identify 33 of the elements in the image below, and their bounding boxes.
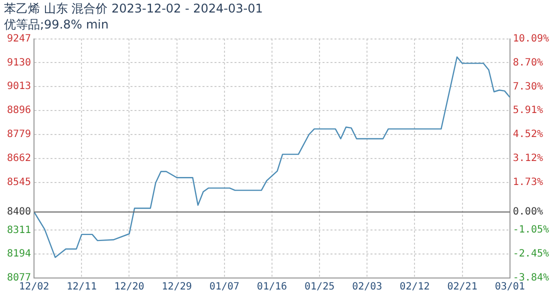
y-tick-label: 8896: [6, 105, 32, 116]
y2-tick-label: 3.12%: [512, 153, 543, 164]
x-tick-label: 02/03: [352, 282, 382, 293]
y2-tick-label: 8.70%: [512, 57, 543, 68]
y2-tick-label: 1.73%: [512, 176, 543, 188]
y2-tick-label: 4.52%: [512, 129, 543, 140]
x-tick-label: 01/25: [304, 282, 335, 293]
y-tick-label: 8545: [6, 176, 32, 188]
y-tick-label: 8779: [6, 129, 32, 140]
y2-tick-label: 5.91%: [512, 105, 543, 116]
x-tick-label: 12/29: [162, 282, 192, 293]
chart-subtitle: 优等品;99.8% min: [4, 18, 109, 32]
x-tick-label: 03/01: [494, 282, 525, 293]
y2-tick-label: -2.45%: [512, 248, 549, 260]
y-tick-label: 8662: [6, 152, 32, 164]
x-tick-label: 02/12: [400, 282, 430, 293]
y2-tick-label: 0.00%: [512, 206, 543, 218]
y2-tick-label: 7.30%: [512, 81, 543, 92]
x-tick-label: 12/02: [19, 282, 50, 293]
y2-tick-label: 10.09%: [512, 33, 549, 44]
y-tick-label: 9247: [6, 33, 32, 44]
x-tick-label: 01/07: [209, 282, 240, 293]
y-tick-label: 9130: [6, 57, 32, 68]
y-tick-label: 9013: [6, 81, 32, 92]
x-tick-label: 12/11: [66, 282, 97, 293]
x-tick-label: 02/21: [447, 282, 478, 293]
y-tick-label: 8400: [6, 206, 32, 218]
x-tick-label: 01/16: [256, 282, 288, 293]
x-tick-label: 12/20: [114, 282, 144, 293]
y2-tick-label: -1.05%: [512, 224, 549, 236]
y-tick-label: 8194: [6, 248, 32, 260]
y-tick-label: 8311: [6, 224, 32, 236]
chart-title: 苯乙烯 山东 混合价 2023-12-02 - 2024-03-01: [4, 1, 263, 16]
